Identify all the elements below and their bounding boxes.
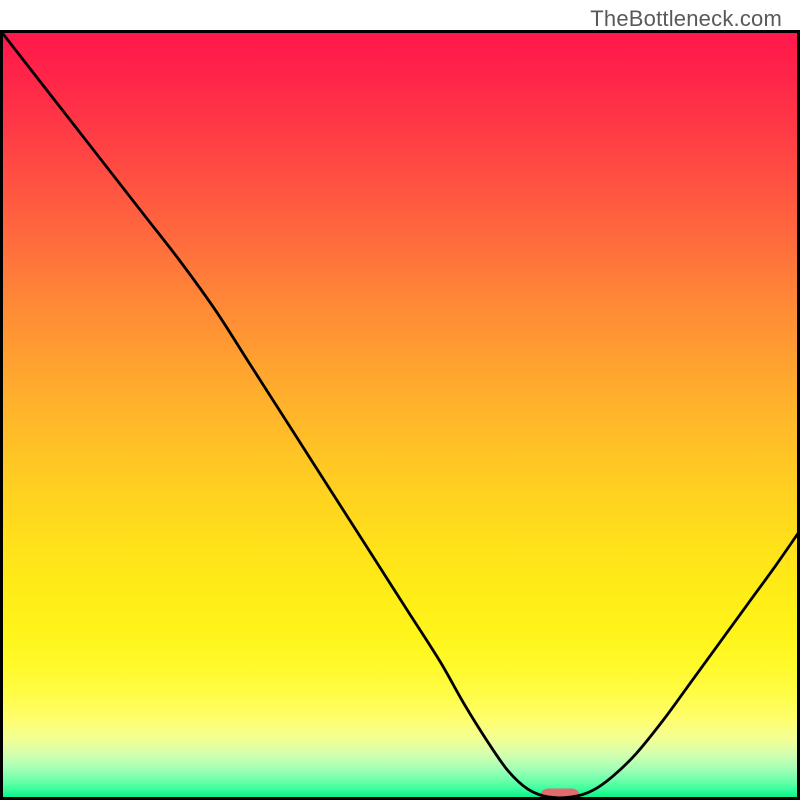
bottleneck-chart	[0, 30, 800, 800]
chart-container: TheBottleneck.com	[0, 0, 800, 800]
gradient-background	[0, 30, 800, 800]
watermark-text: TheBottleneck.com	[590, 6, 782, 32]
